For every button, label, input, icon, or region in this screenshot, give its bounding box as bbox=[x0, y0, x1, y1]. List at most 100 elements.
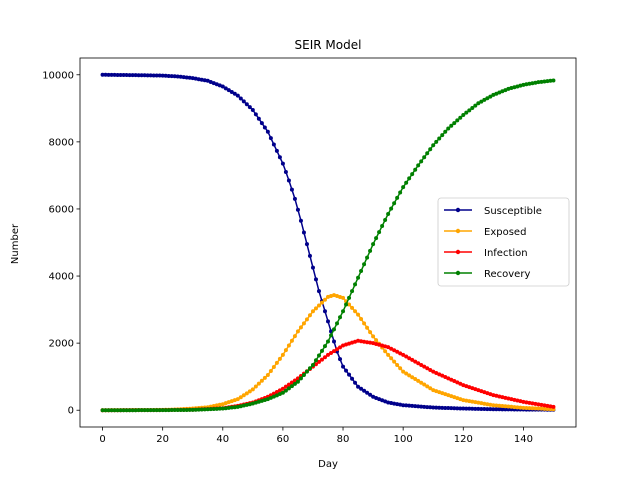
data-point bbox=[365, 255, 370, 260]
data-point bbox=[335, 347, 340, 352]
data-point bbox=[434, 139, 439, 144]
data-point bbox=[365, 390, 370, 395]
data-point bbox=[199, 407, 204, 412]
data-point bbox=[322, 344, 327, 349]
data-point bbox=[319, 348, 324, 353]
data-point bbox=[476, 388, 481, 393]
data-point bbox=[407, 373, 412, 378]
data-point bbox=[316, 303, 321, 308]
data-point bbox=[536, 406, 541, 411]
data-point bbox=[482, 401, 487, 406]
data-point bbox=[377, 397, 382, 402]
data-point bbox=[274, 389, 279, 394]
data-point bbox=[470, 406, 475, 411]
data-point bbox=[280, 386, 285, 391]
data-point bbox=[500, 407, 505, 412]
data-point bbox=[383, 218, 388, 223]
x-tick-label: 0 bbox=[99, 434, 105, 445]
data-point bbox=[259, 398, 264, 403]
data-point bbox=[524, 82, 529, 87]
data-point bbox=[419, 404, 424, 409]
legend-entry-infection: Infection bbox=[444, 248, 528, 259]
data-point bbox=[301, 373, 306, 377]
data-point bbox=[344, 302, 349, 307]
data-point bbox=[467, 406, 472, 411]
data-point bbox=[238, 404, 243, 409]
data-point bbox=[452, 395, 457, 400]
data-point bbox=[241, 393, 246, 398]
data-point bbox=[479, 99, 484, 104]
data-point bbox=[214, 406, 219, 411]
data-point bbox=[226, 400, 231, 405]
data-point bbox=[395, 402, 400, 407]
data-point bbox=[401, 185, 406, 190]
data-point bbox=[509, 397, 514, 402]
data-point bbox=[374, 395, 379, 400]
data-point bbox=[292, 381, 297, 386]
data-point bbox=[329, 351, 334, 355]
data-point bbox=[386, 345, 391, 350]
data-point bbox=[506, 86, 511, 91]
data-point bbox=[389, 356, 394, 361]
data-point bbox=[322, 297, 327, 302]
data-point bbox=[359, 269, 364, 274]
data-point bbox=[109, 408, 114, 413]
legend-marker bbox=[455, 270, 461, 276]
data-point bbox=[362, 262, 367, 267]
data-point bbox=[202, 78, 207, 83]
data-point bbox=[497, 394, 502, 399]
data-point bbox=[220, 406, 225, 411]
data-point bbox=[313, 306, 318, 311]
data-point bbox=[359, 386, 364, 391]
data-point bbox=[286, 178, 291, 183]
data-point bbox=[347, 295, 352, 300]
data-point bbox=[265, 129, 270, 134]
data-point bbox=[497, 90, 502, 95]
plot-area bbox=[100, 72, 556, 413]
data-point bbox=[338, 345, 343, 350]
data-point bbox=[452, 406, 457, 411]
legend-marker bbox=[455, 249, 461, 255]
data-point bbox=[482, 390, 487, 395]
data-point bbox=[350, 376, 355, 381]
data-point bbox=[428, 386, 433, 391]
data-point bbox=[377, 342, 382, 347]
data-point bbox=[193, 407, 198, 412]
data-point bbox=[262, 398, 267, 403]
data-point bbox=[148, 408, 153, 413]
data-point bbox=[332, 327, 337, 332]
data-point bbox=[545, 79, 550, 84]
data-point bbox=[163, 408, 168, 413]
data-point bbox=[368, 248, 373, 253]
data-point bbox=[184, 75, 189, 80]
data-point bbox=[130, 408, 135, 413]
data-point bbox=[356, 384, 361, 389]
data-point bbox=[518, 405, 523, 410]
data-point bbox=[289, 380, 294, 385]
data-point bbox=[386, 400, 391, 405]
data-point bbox=[542, 79, 547, 84]
data-point bbox=[401, 403, 406, 408]
data-point bbox=[211, 406, 216, 411]
data-point bbox=[485, 391, 490, 396]
data-point bbox=[536, 80, 541, 85]
data-point bbox=[506, 396, 511, 401]
x-tick-label: 40 bbox=[216, 434, 229, 445]
data-point bbox=[353, 309, 358, 314]
data-point bbox=[335, 321, 340, 326]
data-point bbox=[467, 108, 472, 113]
legend-label: Exposed bbox=[484, 227, 526, 238]
data-point bbox=[482, 97, 487, 102]
data-point bbox=[545, 406, 550, 411]
data-point bbox=[407, 403, 412, 408]
data-point bbox=[512, 85, 517, 90]
data-point bbox=[190, 76, 195, 81]
axes-frame bbox=[79, 57, 577, 428]
data-point bbox=[341, 343, 346, 348]
data-point bbox=[220, 84, 225, 89]
data-point bbox=[464, 384, 469, 389]
data-point bbox=[265, 373, 270, 377]
data-point bbox=[208, 407, 213, 412]
data-point bbox=[473, 400, 478, 405]
data-point bbox=[265, 397, 270, 402]
